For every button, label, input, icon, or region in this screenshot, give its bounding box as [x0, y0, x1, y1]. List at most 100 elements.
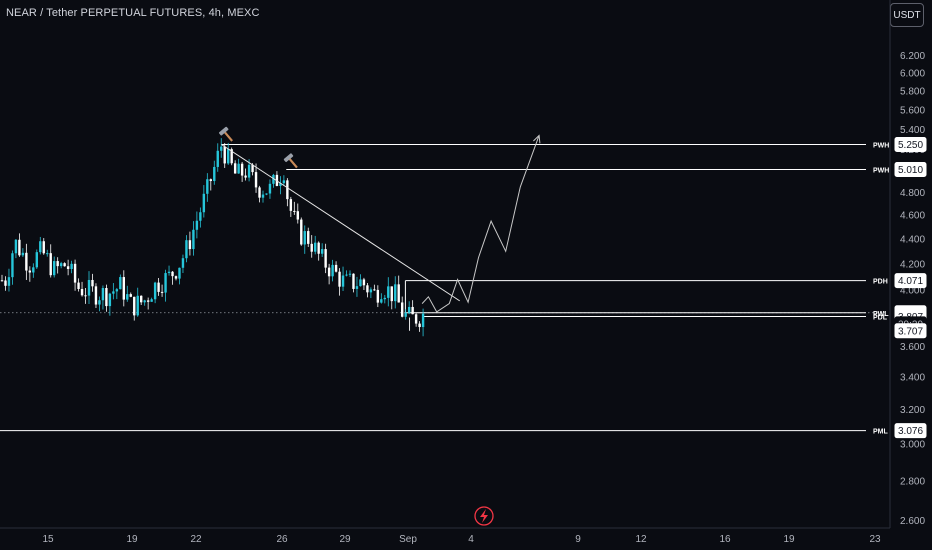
candle	[362, 277, 366, 290]
time-tick-label: 9	[575, 534, 581, 545]
hammer-head	[283, 153, 294, 163]
price-tick-label: 5.400	[900, 125, 925, 136]
candle	[376, 285, 380, 308]
candle	[153, 281, 157, 304]
level-price-tag-text: 4.071	[898, 276, 923, 287]
candle	[84, 287, 87, 304]
candle-body	[307, 231, 310, 244]
candle-body	[320, 249, 324, 254]
candle-body	[300, 219, 303, 245]
price-axis[interactable]: 2.6002.8003.0003.2003.4003.6003.8004.000…	[900, 51, 925, 527]
price-tick-label: 2.600	[900, 516, 925, 527]
candle-body	[181, 258, 185, 268]
candle-body	[373, 289, 376, 291]
candle	[327, 263, 331, 285]
candle-body	[167, 271, 171, 274]
candle	[331, 259, 334, 282]
candle-body	[230, 149, 233, 164]
candle-body	[352, 273, 355, 289]
candle-body	[122, 277, 125, 300]
candle	[28, 266, 32, 282]
candle	[230, 147, 233, 166]
tradingview-logo-icon[interactable]	[474, 506, 494, 526]
hammer-head	[219, 126, 229, 136]
candle-body	[209, 179, 212, 182]
candle-body	[213, 166, 216, 182]
candle-body	[334, 264, 338, 272]
candle	[237, 158, 240, 174]
candle	[108, 292, 112, 316]
candle-body	[25, 252, 28, 271]
level-label-pdl: PDL	[873, 315, 888, 322]
candle-body	[404, 312, 407, 317]
level-price-tag-text: 5.010	[898, 165, 923, 176]
candle	[101, 285, 105, 310]
candle-body	[414, 314, 418, 324]
candle-body	[293, 210, 296, 212]
candle	[209, 178, 212, 191]
candle	[394, 276, 397, 309]
candle	[25, 243, 28, 280]
candle	[383, 294, 386, 304]
candle	[63, 262, 66, 267]
hammer-icon	[219, 126, 233, 142]
candle-body	[383, 297, 386, 300]
price-tick-label: 4.800	[900, 188, 925, 199]
chart-title: NEAR / Tether PERPETUAL FUTURES, 4h, MEX…	[6, 7, 260, 19]
candle-body	[303, 231, 306, 245]
candle	[94, 283, 98, 309]
candle-body	[206, 179, 209, 194]
candle-body	[108, 293, 112, 307]
candle-body	[216, 150, 219, 167]
candle-body	[39, 241, 42, 253]
candle-body	[73, 263, 77, 283]
candle-body	[94, 286, 98, 305]
price-tick-label: 4.600	[900, 211, 925, 222]
time-tick-label: 16	[719, 534, 731, 545]
candle	[143, 299, 146, 306]
candle	[404, 309, 407, 320]
candle	[268, 179, 272, 199]
level-price-tag-box	[894, 136, 927, 152]
candle-body	[188, 240, 192, 250]
level-label-pwh: PWH	[873, 168, 889, 175]
candle-body	[265, 193, 268, 195]
candle	[115, 287, 119, 300]
time-axis[interactable]: 15 19 22 26 29 Sep 4 9 12 16 19 23	[42, 534, 881, 545]
candle	[140, 295, 143, 306]
candle	[233, 160, 237, 174]
candle-body	[359, 279, 362, 287]
time-tick-label: Sep	[399, 534, 417, 545]
candle-body	[341, 275, 345, 287]
candle	[345, 270, 348, 277]
candle	[21, 248, 25, 258]
candle	[195, 211, 199, 239]
candle-body	[261, 194, 265, 198]
candle	[39, 236, 42, 255]
candle-body	[220, 146, 223, 151]
candle-body	[157, 282, 160, 292]
candle-body	[227, 149, 230, 164]
candle	[35, 249, 38, 269]
candle-body	[380, 299, 383, 303]
candle-body	[355, 286, 359, 289]
candle-body	[21, 252, 25, 256]
candle	[272, 173, 275, 188]
candle	[146, 297, 150, 310]
candle-body	[129, 294, 132, 297]
candle	[286, 178, 289, 207]
candle-body	[279, 183, 282, 186]
candle	[213, 160, 216, 185]
candle	[0, 274, 4, 282]
candle	[32, 263, 35, 278]
candle-body	[251, 164, 254, 173]
price-tick-label: 4.400	[900, 235, 925, 246]
candle-body	[7, 277, 11, 286]
candle	[167, 265, 171, 276]
candle-body	[317, 242, 320, 254]
candle	[157, 278, 160, 296]
candle-body	[77, 282, 80, 289]
projection-path	[421, 135, 540, 313]
candle-body	[18, 239, 21, 256]
